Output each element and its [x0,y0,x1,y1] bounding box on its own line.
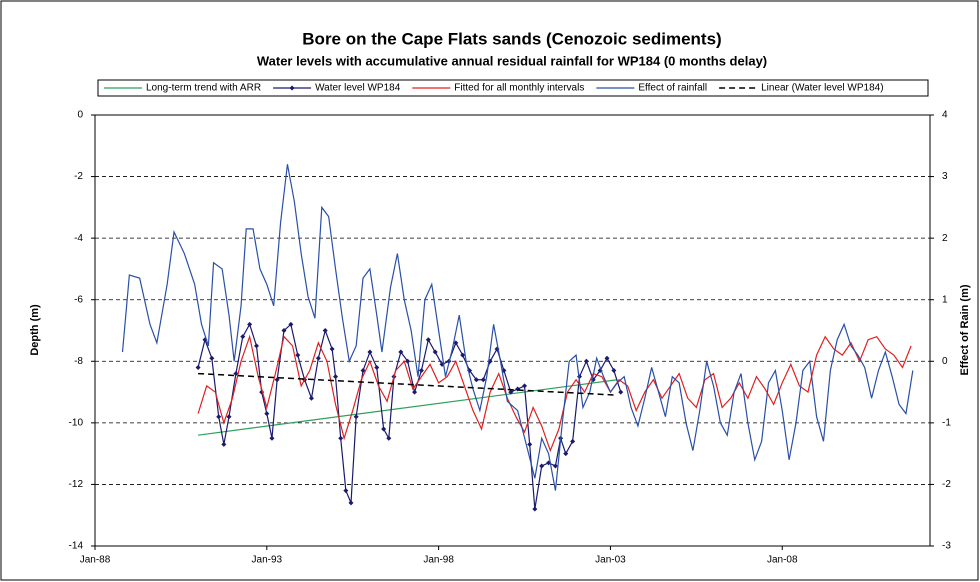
data-point [221,441,227,447]
data-point [240,334,246,340]
data-point [522,383,528,389]
data-point [398,349,404,355]
y2-tick-label: 3 [942,171,948,182]
data-point [532,506,538,512]
data-point [226,414,232,420]
legend-label: Linear (Water level WP184) [761,83,883,94]
data-point [367,349,373,355]
data-point [281,328,287,333]
data-point [381,426,387,432]
data-point [308,395,314,401]
plot-area [94,114,931,547]
data-point [322,328,328,333]
data-point [315,355,321,361]
legend-label: Fitted for all monthly intervals [454,83,584,94]
data-point [269,435,275,441]
data-point [216,414,222,420]
data-point [539,463,545,469]
data-point [563,451,569,457]
data-point [329,346,335,352]
y-tick-label: -2 [74,171,83,182]
data-point [570,438,576,444]
data-point [274,377,280,383]
y-axis-title: Depth (m) [29,304,41,356]
series-line [197,334,912,453]
data-point [611,368,617,374]
data-point [418,368,424,374]
series-line [198,379,618,436]
data-point [453,340,459,346]
legend-marker [289,85,295,91]
x-tick-label: Jan-93 [252,555,283,566]
legend-label: Long-term trend with ARR [146,83,261,94]
y-tick-label: -14 [69,541,84,552]
x-tick-label: Jan-88 [80,555,111,566]
y-tick-label: -4 [74,233,83,244]
data-point [288,321,294,327]
legend-label: Water level WP184 [315,83,401,94]
data-point [247,321,253,327]
data-point [425,337,431,343]
data-point [254,343,260,349]
data-point [405,358,411,364]
data-point [604,355,610,361]
y2-tick-label: -1 [942,417,951,428]
data-point [343,488,349,494]
y-tick-label: 0 [77,110,83,121]
y-tick-label: -6 [74,294,83,305]
data-point [264,411,270,417]
data-point [353,414,359,420]
data-point [618,389,624,395]
y-tick-label: -12 [69,479,84,490]
y2-tick-label: -2 [942,479,951,490]
data-point [338,435,344,441]
y-tick-label: -8 [74,356,83,367]
data-point [360,368,366,374]
x-tick-label: Jan-08 [767,555,798,566]
y-tick-label: -10 [69,417,84,428]
data-point [460,352,466,358]
data-point [527,441,533,447]
series-line [121,164,914,491]
data-point [508,389,514,395]
data-point [209,355,215,361]
data-point [412,389,418,395]
data-point [386,435,392,441]
chart-subtitle: Water levels with accumulative annual re… [257,53,767,68]
legend-label: Effect of rainfall [638,83,707,94]
data-point [473,377,479,383]
x-tick-label: Jan-03 [595,555,626,566]
data-point [552,463,558,469]
data-point [583,358,589,364]
data-point [480,377,486,383]
chart-title: Bore on the Cape Flats sands (Cenozoic s… [302,29,721,48]
y2-tick-label: 1 [942,294,948,305]
legend-box [97,79,929,97]
x-tick-label: Jan-98 [423,555,454,566]
y2-tick-label: 0 [942,356,948,367]
data-point [233,371,239,377]
data-point [295,352,301,358]
y2-tick-label: 4 [942,110,948,121]
y2-axis-title: Effect of Rain (m) [959,284,971,375]
y2-tick-label: 2 [942,233,948,244]
data-point [432,349,438,355]
data-point [348,500,354,506]
data-point [333,374,339,380]
data-point [374,364,380,370]
y2-tick-label: -3 [942,541,951,552]
data-point [195,364,201,370]
